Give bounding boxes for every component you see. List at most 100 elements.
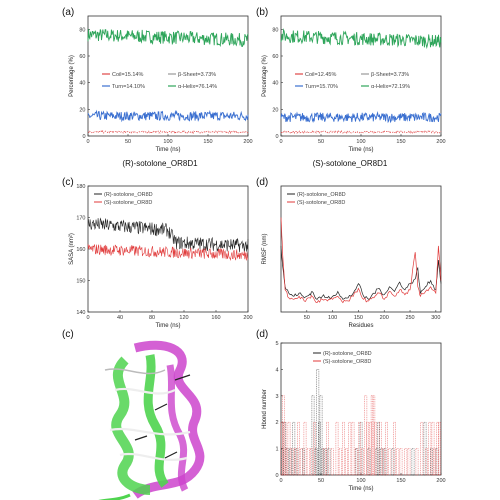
hbond-bar-0-15 [355, 448, 359, 476]
y-axis-label-a: Percentage (%) [69, 55, 75, 97]
hbond-bar-1-25 [364, 395, 368, 476]
hbond-bar-1-38 [404, 448, 408, 476]
hbond-bar-0-5 [295, 448, 299, 476]
x-tick-label-d-3: 200 [380, 315, 389, 321]
protein-cartoon-icon [98, 340, 205, 500]
hbond-bar-0-18 [375, 448, 379, 476]
hbond-bar-0-13 [324, 448, 328, 476]
legend-entry-a-0: Coil=15.14% [112, 72, 143, 78]
hbond-bar-1-46 [436, 421, 440, 476]
hbond-bar-0-26 [435, 448, 439, 476]
hbond-bar-1-14 [326, 421, 329, 476]
hbond-bar-0-19 [377, 421, 380, 476]
x-tick-label-e-4: 200 [436, 478, 445, 484]
hbond-bar-0-24 [423, 421, 427, 476]
x-tick-label-b-2: 100 [356, 139, 365, 145]
series-line-c-1 [87, 244, 249, 261]
hbond-bar-1-2 [283, 421, 287, 476]
hbond-bar-1-33 [385, 421, 388, 476]
y-axis-label-d: RMSF (nm) [262, 234, 268, 265]
hbond-bar-1-43 [428, 421, 432, 476]
x-axis-label-c: Time (ns) [155, 323, 180, 329]
hbond-bar-1-0 [280, 421, 284, 476]
y-tick-label-b-3: 60 [272, 54, 278, 60]
hbond-bar-1-5 [290, 448, 294, 476]
hbond-bar-1-20 [348, 421, 352, 476]
chart-hbond: 0 50 100 150 200 0 1 2 3 4 5 Time (ns) Hbond number (… [262, 341, 446, 492]
x-tick-label-e-1: 50 [318, 478, 324, 484]
hbond-bar-0-10 [318, 421, 321, 476]
hbond-bar-1-19 [345, 448, 348, 476]
series-line-b-1 [280, 111, 442, 124]
hbond-bar-0-14 [327, 448, 331, 476]
hbond-bar-0-3 [289, 448, 292, 476]
x-tick-label-c-5: 200 [243, 315, 252, 321]
hbond-bar-1-40 [415, 448, 419, 476]
hbond-bar-1-15 [330, 448, 334, 476]
panel-label-a: (a) [62, 7, 74, 18]
x-axis-label-a: Time (ns) [155, 147, 180, 153]
hbond-bar-1-41 [420, 421, 424, 476]
legend-entry-b-2: Turn=15.70% [305, 84, 338, 90]
legend-entry-b-1: β-Sheet=3.73% [371, 72, 409, 78]
legend-entry-a-2: Turn=14.10% [112, 84, 145, 90]
x-tick-label-e-0: 0 [279, 478, 282, 484]
y-axis-label-b: Percentage (%) [262, 55, 268, 97]
hbond-bar-1-22 [354, 448, 358, 476]
hbond-bar-1-34 [388, 448, 392, 476]
hbond-bar-0-12 [321, 448, 324, 476]
title-a: (R)-sotolone_OR8D1 [122, 159, 198, 168]
legend-entry-d-0: (R)-sotolone_OR8D [297, 192, 346, 198]
hbond-bar-0-17 [367, 448, 371, 476]
hbond-bar-1-9 [303, 421, 307, 476]
y-tick-label-a-3: 60 [79, 54, 85, 60]
y-tick-label-c-2: 160 [76, 247, 85, 253]
legend-entry-b-3: α-Helix=72.19% [371, 84, 410, 90]
x-axis-label-e: Time (ns) [348, 486, 373, 492]
y-tick-label-b-2: 40 [272, 81, 278, 87]
panel-label-d: (d) [256, 177, 268, 188]
y-tick-label-a-1: 20 [79, 107, 85, 113]
x-tick-label-d-1: 100 [328, 315, 337, 321]
x-tick-label-e-3: 150 [396, 478, 405, 484]
x-tick-label-d-5: 300 [431, 315, 440, 321]
hbond-bar-0-0 [281, 448, 284, 476]
series-line-b-2 [280, 130, 442, 134]
hbond-bar-1-3 [285, 448, 288, 476]
hbond-bar-1-32 [382, 448, 385, 476]
x-tick-label-d-2: 150 [354, 315, 363, 321]
y-tick-label-e-0: 0 [275, 473, 278, 479]
y-tick-label-b-0: 0 [275, 134, 278, 140]
x-tick-label-b-3: 150 [396, 139, 405, 145]
y-axis-label-c: SASA (nm²) [69, 233, 75, 265]
x-tick-label-c-4: 160 [211, 315, 220, 321]
x-tick-label-d-0: 50 [304, 315, 310, 321]
series-line-d-1 [280, 217, 442, 304]
panel-label-b: (b) [256, 7, 268, 18]
series-line-a-2 [87, 129, 249, 135]
series-line-b-0 [280, 28, 442, 50]
hbond-bar-1-45 [433, 448, 436, 476]
series-line-a-1 [87, 109, 249, 123]
x-tick-label-b-0: 0 [279, 139, 282, 145]
x-tick-label-c-2: 80 [149, 315, 155, 321]
hbond-bar-1-35 [393, 421, 396, 476]
hbond-bar-1-47 [438, 421, 441, 476]
hbond-bar-1-4 [287, 421, 291, 476]
y-tick-label-c-0: 140 [76, 310, 85, 316]
hbond-bar-1-30 [374, 421, 377, 476]
hbond-bar-1-21 [351, 421, 355, 476]
legend-entry-c-0: (R)-sotolone_OR8D [104, 192, 153, 198]
x-tick-label-a-1: 50 [125, 139, 131, 145]
hbond-bar-1-13 [322, 448, 326, 476]
chart-b: 0 50 100 150 200 0 20 40 60 80 Time (ns) Percentage… [262, 15, 446, 153]
hbond-bar-1-39 [407, 448, 411, 476]
y-tick-label-e-4: 4 [275, 367, 278, 373]
y-tick-label-c-3: 170 [76, 216, 85, 222]
chart-c: 0 40 80 120 160 200 140 150 160 170 180 Time (ns) SA… [69, 184, 253, 329]
hbond-bar-1-27 [369, 421, 372, 476]
y-tick-label-c-1: 150 [76, 279, 85, 285]
hbond-bar-1-24 [361, 448, 364, 476]
panel-label-structure: (c) [62, 329, 74, 340]
y-tick-label-a-4: 80 [79, 27, 85, 33]
